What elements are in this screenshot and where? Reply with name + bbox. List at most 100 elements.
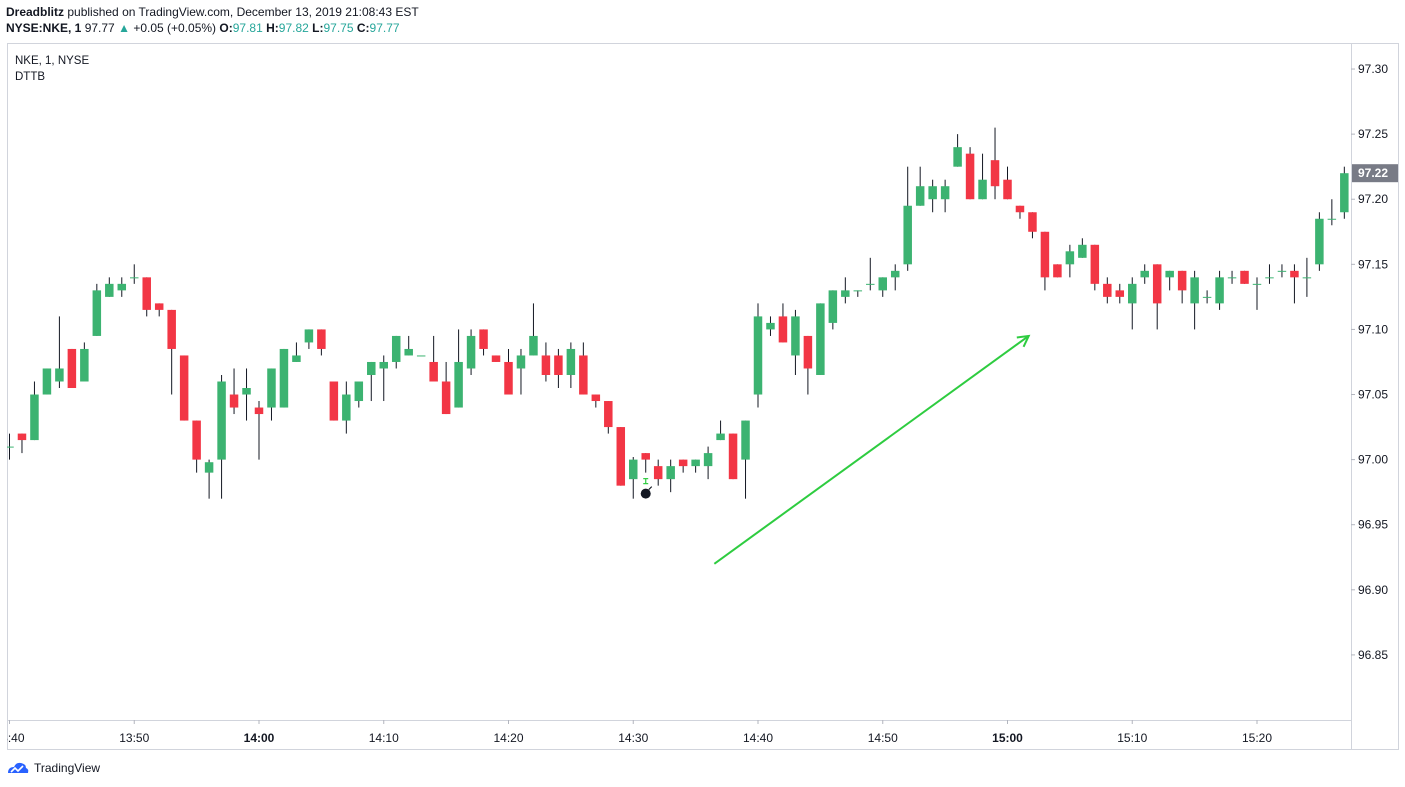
candle-body xyxy=(354,381,364,402)
published-text: published on TradingView.com, December 1… xyxy=(67,5,419,19)
candle-body xyxy=(691,459,700,467)
candle-body xyxy=(1215,277,1224,304)
candle-body xyxy=(1090,244,1100,284)
price-tick-label: 97.00 xyxy=(1358,453,1388,467)
candle-body xyxy=(566,348,576,375)
candle-body xyxy=(504,361,513,395)
price-tick-label: 97.20 xyxy=(1358,192,1388,206)
candle-body xyxy=(1315,218,1324,265)
candle-body xyxy=(1202,296,1212,298)
last-price: 97.77 xyxy=(84,21,115,35)
legend-title[interactable]: NKE, 1, NYSE xyxy=(15,55,90,67)
close-value: 97.77 xyxy=(369,21,400,35)
chart-legend: NKE, 1, NYSE DTTB xyxy=(15,53,89,85)
candle-body xyxy=(1152,264,1162,304)
publish-line: Dreadblitz published on TradingView.com,… xyxy=(6,4,419,20)
candle-body xyxy=(1115,290,1125,297)
footer-brand[interactable]: TradingView xyxy=(34,761,101,775)
candle-body xyxy=(853,290,863,292)
candlestick-chart[interactable]: 96.85 96.90 96.95 97.00 97.05 97.10 97.15 97.20… xyxy=(0,43,1399,750)
candle-body xyxy=(703,453,713,467)
candle-body xyxy=(404,348,413,356)
candle-body xyxy=(1265,277,1274,279)
low-value: 97.75 xyxy=(323,21,354,35)
candle-body xyxy=(167,309,176,349)
chart-pane[interactable]: 96.85 96.90 96.95 97.00 97.05 97.10 97.15 97.20… xyxy=(0,43,1399,750)
candle-body xyxy=(1003,179,1012,200)
candle-body xyxy=(267,368,276,408)
candle-body xyxy=(1240,270,1249,284)
candle-body xyxy=(454,361,463,408)
candle-body xyxy=(841,290,850,297)
time-tick-label: 15:10 xyxy=(1117,731,1147,745)
candle-body xyxy=(92,290,102,336)
candle-body xyxy=(965,153,975,200)
candle-body xyxy=(1040,231,1050,278)
candle-body xyxy=(516,355,526,369)
candle-body xyxy=(1302,277,1312,279)
time-tick-label: 14:30 xyxy=(618,731,648,745)
candle-body xyxy=(1015,205,1025,213)
candle-body xyxy=(304,329,314,343)
author-name[interactable]: Dreadblitz xyxy=(6,5,65,19)
candle-body xyxy=(391,335,401,362)
legend-indicator[interactable]: DTTB xyxy=(15,71,46,83)
candle-body xyxy=(292,355,301,362)
candle-body xyxy=(878,277,887,291)
candle-body xyxy=(529,335,538,356)
candle-body xyxy=(1053,264,1062,278)
candle-body xyxy=(1227,277,1237,279)
candle-body xyxy=(903,205,912,265)
candle-body xyxy=(616,427,626,486)
candle-body xyxy=(953,147,962,167)
current-price-tag xyxy=(1352,164,1398,183)
candle-body xyxy=(890,270,900,278)
candle-body xyxy=(154,303,164,310)
candle-body xyxy=(242,388,251,395)
candle-body xyxy=(1190,277,1199,304)
time-tick-label: 15:20 xyxy=(1242,731,1272,745)
price-tick-label: 97.30 xyxy=(1358,62,1388,76)
candle-body xyxy=(791,316,800,356)
chart-border xyxy=(7,43,1399,750)
candle-body xyxy=(130,277,139,279)
candle-body xyxy=(940,186,950,200)
price-tick-label: 97.05 xyxy=(1358,388,1388,402)
candle-body xyxy=(117,283,127,291)
candle-body xyxy=(80,348,89,382)
candle-body xyxy=(978,179,987,200)
symbol-label: NYSE:NKE, 1 xyxy=(6,21,82,35)
footer: TradingView xyxy=(6,760,100,776)
candle-body xyxy=(30,394,39,441)
candle-body xyxy=(42,368,52,395)
candle-body xyxy=(554,355,563,375)
candle-body xyxy=(1340,173,1349,213)
candle-body xyxy=(367,361,376,375)
candle-body xyxy=(915,186,925,206)
up-triangle-icon: ▲ xyxy=(118,21,130,35)
price-tick-label: 96.95 xyxy=(1358,518,1388,532)
candle-body xyxy=(1327,218,1337,220)
low-label: L: xyxy=(312,21,324,35)
current-price-label: 97.22 xyxy=(1358,166,1388,180)
open-value: 97.81 xyxy=(232,21,263,35)
candle-body xyxy=(67,348,77,389)
price-tick-label: 97.15 xyxy=(1358,257,1388,271)
annotation-arrow-head xyxy=(1016,334,1031,348)
annotation-arrow-line xyxy=(713,335,1030,565)
candle-body xyxy=(142,277,151,310)
price-tick-label: 96.85 xyxy=(1358,648,1388,662)
time-tick-label: 15:00 xyxy=(992,731,1023,745)
candle-body xyxy=(192,420,201,460)
candle-body xyxy=(541,355,551,375)
candle-body xyxy=(1078,244,1087,258)
bomb-fuse xyxy=(648,486,653,491)
candle-body xyxy=(491,355,501,362)
candle-body xyxy=(1028,212,1037,232)
candle-body xyxy=(466,335,476,369)
price-tick-label: 97.10 xyxy=(1358,322,1388,336)
candle-body xyxy=(579,355,588,395)
time-tick-label: 14:50 xyxy=(868,731,898,745)
candle-body xyxy=(1140,270,1149,278)
candle-body xyxy=(753,316,763,395)
